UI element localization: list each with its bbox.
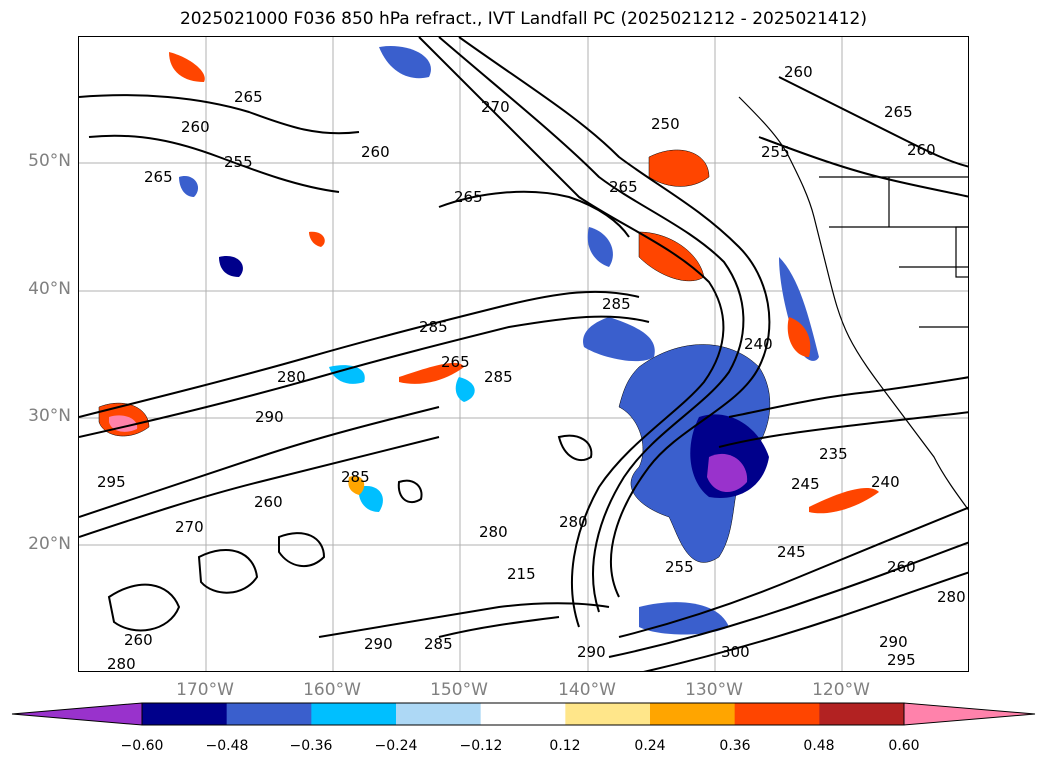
- colorbar-tick: −0.24: [374, 738, 418, 754]
- neg-anomaly-mid2: [219, 256, 243, 277]
- pos-anomaly-mid: [399, 362, 464, 384]
- contour-label: 280: [559, 513, 588, 531]
- contour-label: 280: [937, 588, 966, 606]
- colorbar-segment: [142, 703, 228, 725]
- colorbar-extend-high: [903, 702, 1036, 726]
- contour-label: 285: [341, 468, 370, 486]
- contour-label: 295: [887, 651, 916, 669]
- colorbar-segment: [734, 703, 820, 725]
- map-panel[interactable]: 265 260 255 265 260 265 270 250 255 260 …: [78, 36, 969, 672]
- contour-label: 270: [175, 518, 204, 536]
- contour-label: 255: [665, 558, 694, 576]
- colorbar-tick: −0.60: [120, 738, 164, 754]
- contour-label: 285: [602, 295, 631, 313]
- lon-label-160w: 160°W: [303, 680, 361, 700]
- lon-label-140w: 140°W: [558, 680, 616, 700]
- colorbar-tick: −0.48: [205, 738, 249, 754]
- colorbar-segment: [565, 703, 651, 725]
- neg-anomaly-w1: [179, 176, 199, 197]
- contour-label: 260: [361, 143, 390, 161]
- contour-label: 260: [907, 141, 936, 159]
- neg-anomaly-w2: [779, 257, 819, 361]
- colorbar-segments: [11, 702, 1036, 726]
- contour-label: 290: [255, 408, 284, 426]
- colorbar-tick: 0.48: [803, 738, 835, 754]
- contour-label: 265: [441, 353, 470, 371]
- contour-label: 300: [721, 643, 750, 661]
- neg-anomaly-w3: [455, 377, 475, 402]
- pos-anomaly-y: [309, 231, 325, 247]
- coastlines: [738, 96, 968, 511]
- neg-anomaly-gulf: [587, 227, 613, 267]
- contour-label: 250: [651, 115, 680, 133]
- lon-label-130w: 130°W: [685, 680, 743, 700]
- colorbar-tick: 0.36: [719, 738, 751, 754]
- map-title: 2025021000 F036 850 hPa refract., IVT La…: [179, 9, 867, 29]
- contour-label: 290: [879, 633, 908, 651]
- colorbar-tick: 0.12: [549, 738, 581, 754]
- pos-anomaly-bc: [648, 149, 710, 187]
- colorbar-tick: −0.36: [289, 738, 333, 754]
- contour-label: 280: [277, 368, 306, 386]
- contour-label: 265: [144, 168, 173, 186]
- lat-label-50n: 50°N: [28, 151, 71, 171]
- neg-anomaly-max: [707, 453, 748, 493]
- contour-label: 265: [234, 88, 263, 106]
- pos-anomaly-coast: [787, 317, 811, 357]
- contour-label: 280: [479, 523, 508, 541]
- contour-label: 285: [419, 318, 448, 336]
- pos-anomaly-x: [348, 476, 365, 495]
- lon-label-170w: 170°W: [176, 680, 234, 700]
- contour-label: 215: [507, 565, 536, 583]
- pos-anomaly-band: [809, 487, 879, 514]
- contour-label: 235: [819, 445, 848, 463]
- colorbar-tick: 0.60: [888, 738, 920, 754]
- colorbar: [11, 702, 1036, 726]
- contour-label: 285: [484, 368, 513, 386]
- neg-anomaly-tail: [583, 317, 655, 362]
- colorbar-segment: [480, 703, 566, 725]
- colorbar-segment: [311, 703, 397, 725]
- colorbar-tick: −0.12: [459, 738, 503, 754]
- contour-label: 260: [784, 63, 813, 81]
- colorbar-segment: [650, 703, 736, 725]
- neg-anomaly-mid1: [329, 365, 365, 384]
- colorbar-extend-low: [11, 702, 143, 726]
- contour-label: 290: [577, 643, 606, 661]
- colorbar-segment: [226, 703, 312, 725]
- contour-label: 280: [107, 655, 136, 672]
- lon-label-150w: 150°W: [430, 680, 488, 700]
- contour-label: 255: [224, 153, 253, 171]
- contour-label: 285: [424, 635, 453, 653]
- contour-label: 260: [887, 558, 916, 576]
- contour-label: 295: [97, 473, 126, 491]
- colorbar-segment: [396, 703, 482, 725]
- contour-label: 260: [181, 118, 210, 136]
- contour-label: 270: [481, 98, 510, 116]
- contour-label: 265: [884, 103, 913, 121]
- pos-anomaly-nw: [169, 52, 205, 82]
- contour-label: 265: [454, 188, 483, 206]
- contour-label: 265: [609, 178, 638, 196]
- neg-anomaly-w4: [358, 486, 383, 512]
- lon-label-120w: 120°W: [812, 680, 870, 700]
- lat-label-40n: 40°N: [28, 279, 71, 299]
- contour-label: 240: [871, 473, 900, 491]
- contour-label: 240: [744, 335, 773, 353]
- shaded-anomalies: [98, 46, 879, 635]
- contour-label: 245: [791, 475, 820, 493]
- contour-label: 245: [777, 543, 806, 561]
- contour-label: 290: [364, 635, 393, 653]
- neg-anomaly-bc: [379, 46, 431, 79]
- colorbar-segment: [819, 703, 905, 725]
- contour-label: 260: [254, 493, 283, 511]
- contours: [79, 37, 968, 671]
- colorbar-tick: 0.24: [634, 738, 666, 754]
- lat-label-20n: 20°N: [28, 534, 71, 554]
- contour-label: 260: [124, 631, 153, 649]
- lat-label-30n: 30°N: [28, 406, 71, 426]
- contour-label: 255: [761, 143, 790, 161]
- map-canvas: 265 260 255 265 260 265 270 250 255 260 …: [79, 37, 968, 672]
- contour-label-group: 265 260 255 265 260 265 270 250 255 260 …: [97, 63, 966, 672]
